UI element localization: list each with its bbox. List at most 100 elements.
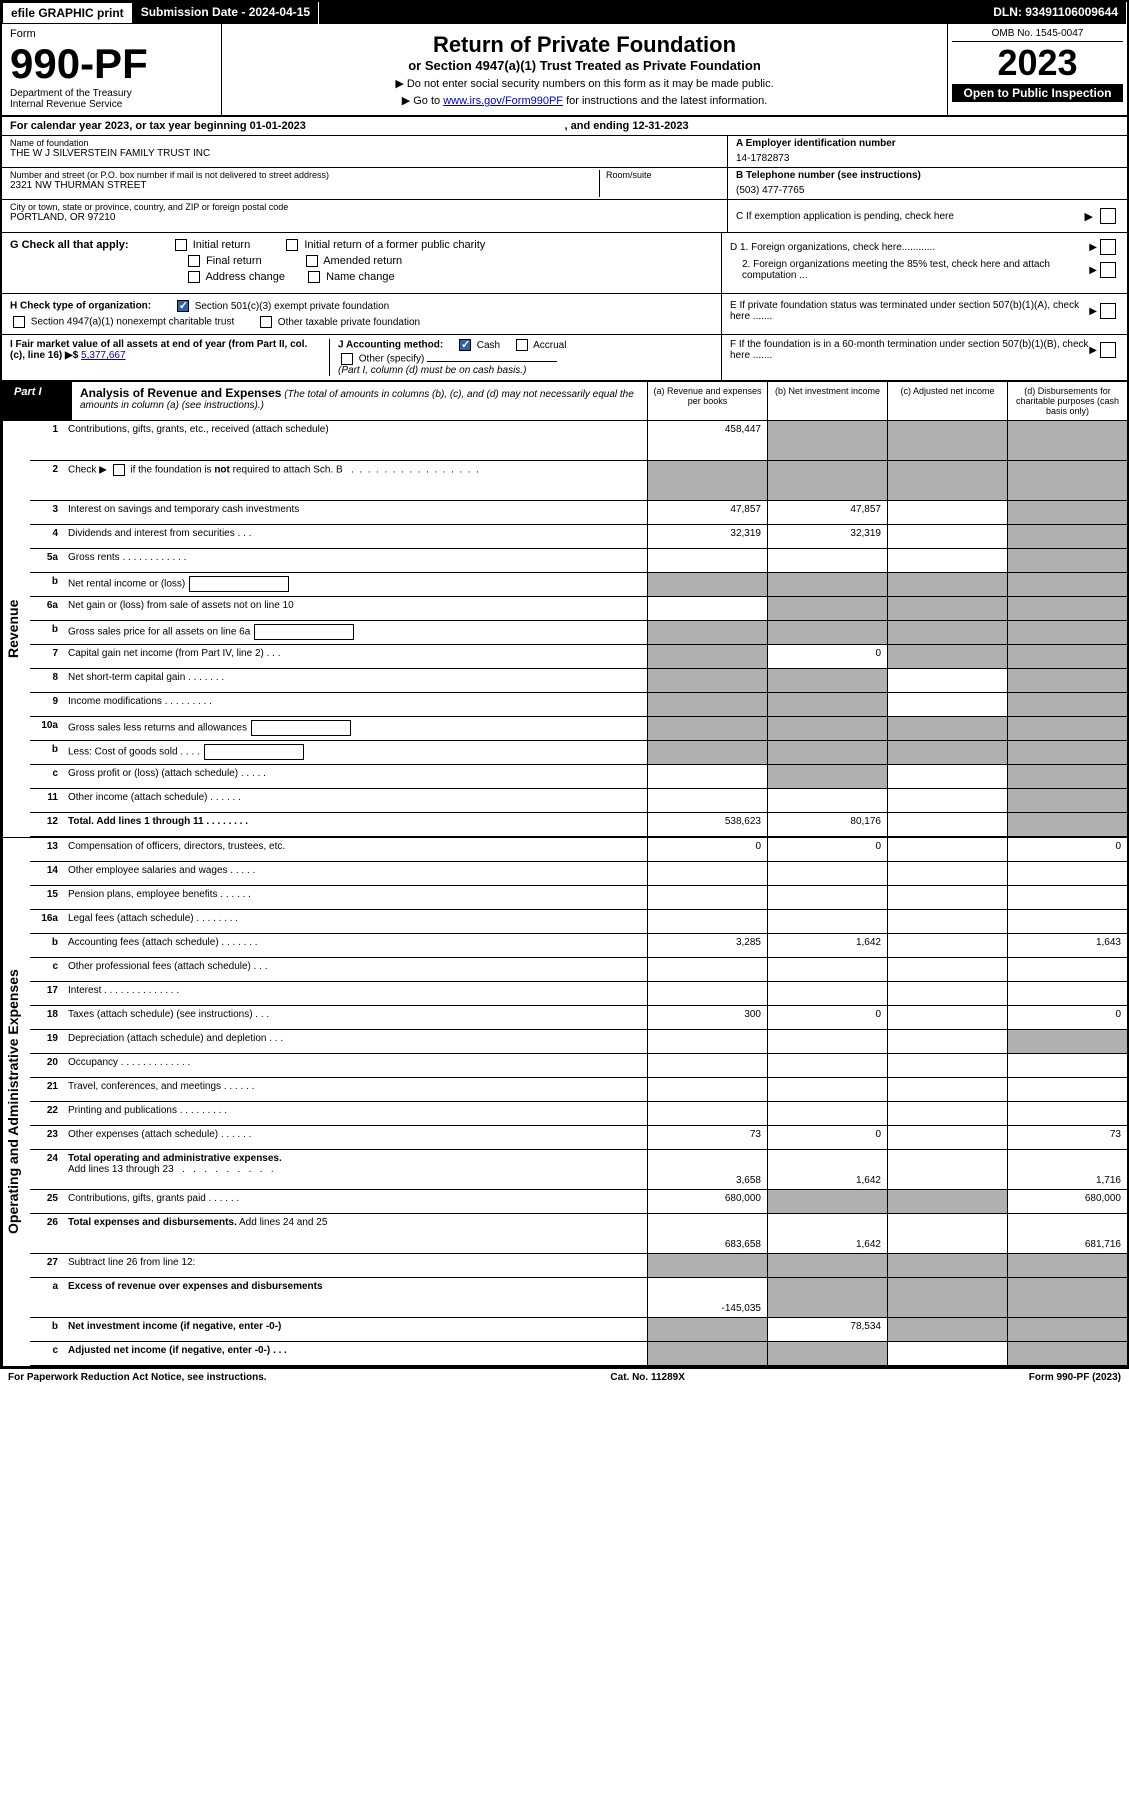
open-public: Open to Public Inspection [952, 84, 1123, 102]
row-24: 24Total operating and administrative exp… [30, 1150, 1127, 1190]
topbar: efile GRAPHIC print Submission Date - 20… [2, 2, 1127, 24]
city-row: City or town, state or province, country… [2, 200, 727, 232]
row-16b: bAccounting fees (attach schedule) . . .… [30, 934, 1127, 958]
j-cash-checkbox[interactable] [459, 339, 471, 351]
c-row: C If exemption application is pending, c… [728, 200, 1127, 232]
form-word: Form [10, 28, 213, 40]
efile-label[interactable]: efile GRAPHIC print [2, 2, 133, 24]
h-other-checkbox[interactable] [260, 316, 272, 328]
row-27: 27Subtract line 26 from line 12: [30, 1254, 1127, 1278]
schb-checkbox[interactable] [113, 464, 125, 476]
col-c-head: (c) Adjusted net income [887, 382, 1007, 420]
j-cash: Cash [477, 340, 500, 351]
ij-block: I Fair market value of all assets at end… [2, 335, 722, 380]
row-10c: cGross profit or (loss) (attach schedule… [30, 765, 1127, 789]
g-initial-former-checkbox[interactable] [286, 239, 298, 251]
g-opt-2: Address change [205, 271, 285, 283]
row-3: 3Interest on savings and temporary cash … [30, 501, 1127, 525]
h-4947-checkbox[interactable] [13, 316, 25, 328]
c-label: C If exemption application is pending, c… [736, 211, 1081, 222]
j-other-checkbox[interactable] [341, 353, 353, 365]
row-19: 19Depreciation (attach schedule) and dep… [30, 1030, 1127, 1054]
addr-label: Number and street (or P.O. box number if… [10, 170, 599, 180]
r6b-box[interactable] [254, 624, 354, 640]
city-label: City or town, state or province, country… [10, 202, 719, 212]
row-17: 17Interest . . . . . . . . . . . . . . [30, 982, 1127, 1006]
part1-header: Part I Analysis of Revenue and Expenses … [2, 382, 1127, 421]
expenses-section: Operating and Administrative Expenses 13… [2, 837, 1127, 1366]
revenue-rows: 1Contributions, gifts, grants, etc., rec… [30, 421, 1127, 837]
ein-value: 14-1782873 [736, 153, 1119, 164]
i-label: I Fair market value of all assets at end… [10, 339, 307, 361]
row-18: 18Taxes (attach schedule) (see instructi… [30, 1006, 1127, 1030]
tel-row: B Telephone number (see instructions) (5… [728, 168, 1127, 200]
row-11: 11Other income (attach schedule) . . . .… [30, 789, 1127, 813]
g-opt-5: Name change [326, 271, 395, 283]
part1-label: Part I [2, 382, 72, 420]
form-year-block: OMB No. 1545-0047 2023 Open to Public In… [947, 24, 1127, 115]
row-5a: 5aGross rents . . . . . . . . . . . . [30, 549, 1127, 573]
row-10b: bLess: Cost of goods sold . . . . [30, 741, 1127, 765]
row-20: 20Occupancy . . . . . . . . . . . . . [30, 1054, 1127, 1078]
g-opt-0: Initial return [193, 239, 250, 251]
footer-cat: Cat. No. 11289X [267, 1372, 1029, 1383]
g-name-checkbox[interactable] [308, 271, 320, 283]
row-12: 12Total. Add lines 1 through 11 . . . . … [30, 813, 1127, 837]
c-checkbox[interactable] [1100, 208, 1116, 224]
g-amended-checkbox[interactable] [306, 255, 318, 267]
room-label: Room/suite [606, 170, 719, 180]
form-container: efile GRAPHIC print Submission Date - 20… [0, 0, 1129, 1368]
footer-left: For Paperwork Reduction Act Notice, see … [8, 1372, 267, 1383]
form-number: 990-PF [10, 40, 213, 88]
g-address-checkbox[interactable] [188, 271, 200, 283]
g-final-checkbox[interactable] [188, 255, 200, 267]
instr-2: ▶ Go to www.irs.gov/Form990PF for instru… [230, 94, 939, 107]
j-other: Other (specify) [359, 354, 425, 365]
part1-title: Analysis of Revenue and Expenses [80, 386, 281, 400]
e-checkbox[interactable] [1100, 303, 1116, 319]
form-subtitle: or Section 4947(a)(1) Trust Treated as P… [230, 58, 939, 73]
row-4: 4Dividends and interest from securities … [30, 525, 1127, 549]
revenue-label: Revenue [2, 421, 30, 837]
instr-2-post: for instructions and the latest informat… [563, 95, 767, 107]
f-block: F If the foundation is in a 60-month ter… [722, 335, 1127, 380]
expenses-label: Operating and Administrative Expenses [2, 838, 30, 1366]
g-block: G Check all that apply: Initial return I… [2, 233, 722, 293]
calendar-year-row: For calendar year 2023, or tax year begi… [2, 117, 1127, 136]
r10b-box[interactable] [204, 744, 304, 760]
row-27c: cAdjusted net income (if negative, enter… [30, 1342, 1127, 1366]
j-accrual-checkbox[interactable] [516, 339, 528, 351]
row-26: 26Total expenses and disbursements. Add … [30, 1214, 1127, 1254]
r5b-box[interactable] [189, 576, 289, 592]
form-id-block: Form 990-PF Department of the Treasury I… [2, 24, 222, 115]
row-21: 21Travel, conferences, and meetings . . … [30, 1078, 1127, 1102]
f-label: F If the foundation is in a 60-month ter… [730, 339, 1089, 361]
row-25: 25Contributions, gifts, grants paid . . … [30, 1190, 1127, 1214]
row-8: 8Net short-term capital gain . . . . . .… [30, 669, 1127, 693]
j-accrual: Accrual [533, 340, 566, 351]
d1-checkbox[interactable] [1100, 239, 1116, 255]
row-15: 15Pension plans, employee benefits . . .… [30, 886, 1127, 910]
row-1: 1Contributions, gifts, grants, etc., rec… [30, 421, 1127, 461]
name-left: Name of foundation THE W J SILVERSTEIN F… [2, 136, 727, 232]
row-16c: cOther professional fees (attach schedul… [30, 958, 1127, 982]
name-label: Name of foundation [10, 138, 719, 148]
tel-value: (503) 477-7765 [736, 185, 1119, 196]
g-initial-checkbox[interactable] [175, 239, 187, 251]
j-block: J Accounting method: Cash Accrual Other … [330, 339, 713, 376]
tel-label: B Telephone number (see instructions) [736, 170, 1119, 181]
g-d-section: G Check all that apply: Initial return I… [2, 233, 1127, 294]
h-label: H Check type of organization: [10, 301, 151, 312]
d2-checkbox[interactable] [1100, 262, 1116, 278]
row-9: 9Income modifications . . . . . . . . . [30, 693, 1127, 717]
row-27a: aExcess of revenue over expenses and dis… [30, 1278, 1127, 1318]
row-27b: bNet investment income (if negative, ent… [30, 1318, 1127, 1342]
foundation-name-row: Name of foundation THE W J SILVERSTEIN F… [2, 136, 727, 168]
part1-desc: Analysis of Revenue and Expenses (The to… [72, 382, 647, 420]
expenses-rows: 13Compensation of officers, directors, t… [30, 838, 1127, 1366]
h-501c3-checkbox[interactable] [177, 300, 189, 312]
form-link[interactable]: www.irs.gov/Form990PF [443, 95, 563, 107]
j-note: (Part I, column (d) must be on cash basi… [338, 365, 713, 376]
r10a-box[interactable] [251, 720, 351, 736]
f-checkbox[interactable] [1100, 342, 1116, 358]
